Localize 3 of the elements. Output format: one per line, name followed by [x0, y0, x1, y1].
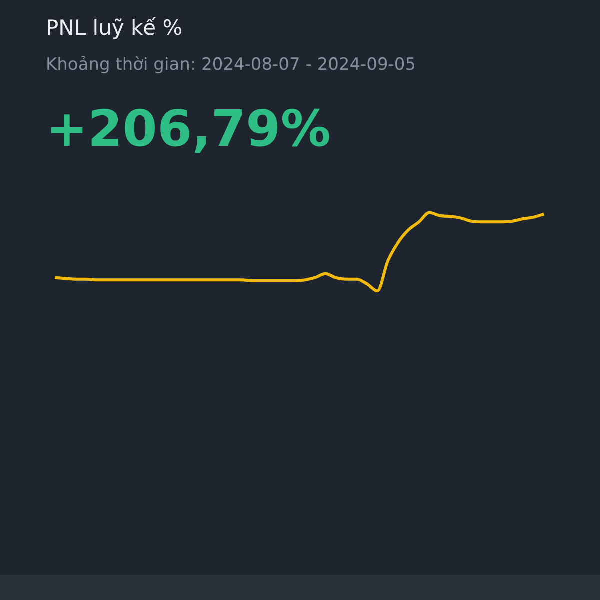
text: +206,79% [46, 100, 331, 158]
chart-title: PNL luỹ kế % [46, 16, 183, 40]
chart-subtitle: Khoảng thời gian: 2024-08-07 - 2024-09-05 [46, 55, 416, 75]
